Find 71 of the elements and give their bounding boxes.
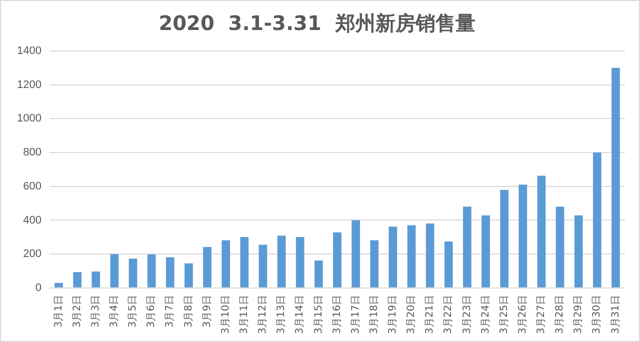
x-tick-label: 3月25日 [498, 294, 510, 334]
bar [184, 263, 193, 288]
x-tick-label: 3月31日 [610, 294, 622, 334]
x-tick-label: 3月28日 [554, 294, 566, 334]
x-tick-label: 3月8日 [183, 294, 194, 328]
y-tick-label: 800 [23, 146, 42, 159]
x-tick-label: 3月2日 [72, 294, 83, 328]
x-tick-label: 3月7日 [164, 294, 176, 328]
x-tick-label: 3月10日 [220, 294, 232, 334]
x-tick-label: 3月18日 [368, 294, 380, 334]
x-tick-label: 3月1日 [53, 294, 64, 328]
x-tick-label: 3月4日 [109, 294, 120, 328]
bar [222, 240, 230, 288]
x-tick-label: 3月19日 [388, 294, 399, 334]
bar [518, 184, 528, 288]
bar [388, 226, 398, 288]
bar [73, 272, 82, 288]
bar [370, 240, 379, 288]
bar [574, 215, 583, 288]
bar [537, 176, 546, 288]
y-tick-label: 600 [23, 180, 42, 192]
y-tick-label: 1200 [16, 78, 42, 91]
bar [240, 236, 249, 288]
bar [482, 215, 490, 288]
x-tick-label: 3月15日 [313, 294, 324, 334]
bar [500, 190, 508, 288]
bar [426, 223, 434, 288]
x-tick-label: 3月16日 [332, 294, 343, 334]
bar [296, 236, 304, 288]
bar [110, 254, 119, 288]
y-tick-label: 200 [23, 248, 42, 260]
y-tick-label: 1400 [16, 45, 42, 58]
bar [407, 225, 416, 288]
bar [128, 258, 138, 288]
x-tick-label: 3月30日 [592, 294, 603, 334]
x-tick-label: 3月11日 [239, 294, 250, 334]
x-tick-label: 3月21日 [424, 294, 436, 334]
x-tick-label: 3月24日 [480, 294, 492, 334]
bar [54, 282, 63, 288]
x-tick-label: 3月9日 [202, 294, 213, 328]
bar [352, 220, 360, 288]
y-tick-label: 0 [35, 282, 42, 294]
x-tick-label: 3月3日 [90, 294, 102, 328]
bar [463, 206, 472, 288]
bar [147, 254, 156, 288]
bar [556, 206, 564, 288]
bar [444, 242, 453, 288]
x-tick-label: 3月12日 [258, 294, 269, 334]
bar [333, 232, 342, 288]
bar [92, 272, 100, 288]
bar [166, 257, 174, 288]
x-tick-label: 3月5日 [128, 294, 139, 328]
x-tick-label: 3月20日 [406, 294, 418, 334]
bar [203, 246, 212, 288]
y-tick-label: 400 [23, 214, 42, 226]
x-tick-label: 3月26日 [517, 294, 528, 334]
x-tick-label: 3月22日 [443, 294, 454, 334]
bar [314, 260, 323, 288]
x-tick-label: 3月6日 [146, 294, 158, 328]
chart-title: 2020 3.1-3.31 郑州新房销售量 [158, 11, 476, 36]
x-tick-label: 3月23日 [462, 294, 473, 334]
bar [277, 236, 286, 288]
y-tick-label: 1000 [16, 112, 42, 125]
x-tick-label: 3月17日 [350, 294, 362, 334]
x-tick-label: 3月29日 [573, 294, 584, 334]
bar [592, 152, 602, 288]
bar [258, 244, 268, 288]
x-tick-label: 3月27日 [536, 294, 548, 334]
bar [612, 68, 620, 288]
x-tick-label: 3月13日 [276, 294, 288, 334]
x-tick-label: 3月14日 [294, 294, 306, 334]
